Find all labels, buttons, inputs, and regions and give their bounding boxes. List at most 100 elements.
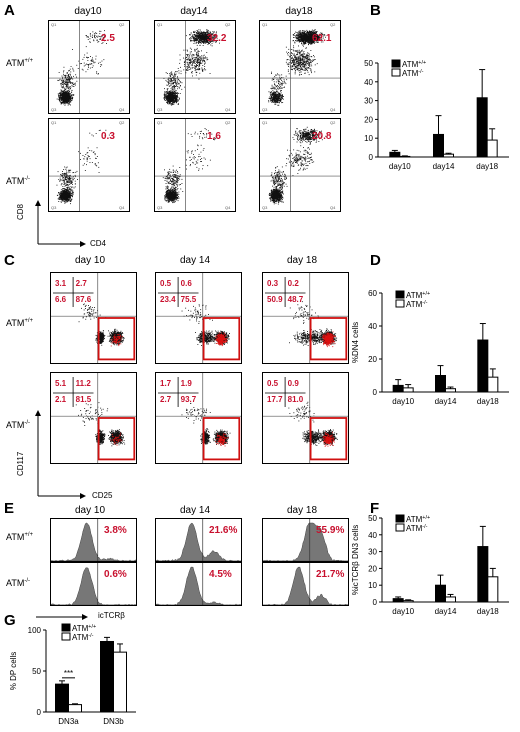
event-dot (200, 42, 202, 44)
event-dot (69, 68, 71, 70)
event-dot (176, 100, 178, 102)
event-dot (78, 60, 80, 62)
event-dot (68, 103, 70, 105)
event-dot (316, 37, 318, 39)
event-dot (62, 76, 64, 78)
event-dot (314, 33, 316, 35)
event-dot (318, 39, 320, 40)
event-dot (186, 49, 188, 51)
event-dot (106, 43, 107, 44)
event-dot (194, 48, 196, 50)
event-dot (317, 42, 318, 43)
event-dot (294, 64, 296, 65)
event-dot (300, 38, 302, 40)
event-dot (301, 33, 303, 35)
event-dot (311, 34, 313, 36)
event-dot (293, 58, 294, 60)
event-dot (301, 51, 303, 53)
event-dot (304, 42, 306, 44)
event-dot (190, 61, 191, 63)
event-dot (294, 33, 296, 34)
event-dot (275, 92, 277, 94)
event-dot (194, 37, 196, 39)
event-dot (281, 98, 283, 100)
event-dot (83, 65, 85, 67)
event-dot (168, 81, 170, 83)
event-dot (193, 31, 194, 33)
event-dot (271, 73, 272, 74)
event-dot (204, 62, 206, 64)
event-dot (271, 94, 273, 96)
event-dot (63, 97, 65, 99)
event-dot (191, 36, 192, 38)
event-dot (274, 95, 276, 96)
event-dot (174, 85, 175, 87)
event-dot (310, 36, 312, 38)
event-dot (316, 35, 318, 37)
event-dot (305, 40, 307, 42)
event-dot (308, 32, 310, 34)
event-dot (300, 57, 302, 59)
event-dot (301, 41, 303, 43)
event-dot (172, 80, 174, 81)
event-dot (296, 56, 298, 58)
event-dot (72, 82, 74, 84)
event-dot (86, 64, 88, 65)
event-dot (199, 35, 201, 37)
event-dot (194, 69, 196, 71)
event-dot (62, 102, 63, 103)
event-dot (65, 94, 67, 96)
event-dot (69, 188, 70, 190)
event-dot (303, 69, 305, 71)
event-dot (184, 62, 185, 64)
event-dot (269, 97, 271, 99)
event-dot (103, 37, 104, 39)
event-dot (307, 37, 309, 39)
event-dot (295, 66, 296, 67)
event-dot (195, 42, 197, 44)
event-dot (171, 94, 173, 96)
event-dot (66, 102, 68, 104)
event-dot (277, 91, 279, 93)
event-dot (173, 86, 175, 87)
event-dot (174, 90, 176, 92)
event-dot (171, 102, 173, 104)
event-dot (296, 57, 298, 59)
event-dot (195, 53, 197, 55)
event-dot (67, 99, 68, 101)
event-dot (305, 63, 307, 65)
event-dot (317, 38, 319, 40)
event-dot (169, 73, 170, 75)
event-dot (170, 73, 172, 75)
event-dot (191, 71, 192, 73)
event-dot (191, 71, 193, 72)
quadrant-label: Q1 (157, 22, 163, 27)
event-dot (299, 62, 301, 64)
event-dot (169, 100, 171, 102)
scatter-plot (49, 119, 129, 211)
event-dot (201, 58, 202, 60)
event-dot (176, 98, 177, 100)
event-dot (197, 35, 199, 36)
event-dot (171, 98, 172, 100)
event-dot (171, 103, 173, 105)
event-dot (70, 86, 72, 88)
event-dot (310, 50, 312, 51)
event-dot (61, 103, 62, 104)
event-dot (291, 57, 293, 59)
event-dot (273, 92, 274, 94)
event-dot (172, 91, 174, 93)
event-dot (275, 103, 277, 105)
quadrant-label: Q3 (262, 107, 268, 112)
event-dot (90, 60, 92, 62)
event-dot (298, 37, 300, 39)
event-dot (321, 37, 323, 39)
scatter-plot (155, 21, 235, 113)
event-dot (65, 101, 66, 103)
event-dot (306, 35, 307, 37)
event-dot (302, 32, 304, 34)
event-dot (191, 65, 193, 67)
event-dot (308, 36, 310, 38)
event-dot (165, 79, 167, 81)
event-dot (274, 101, 276, 103)
